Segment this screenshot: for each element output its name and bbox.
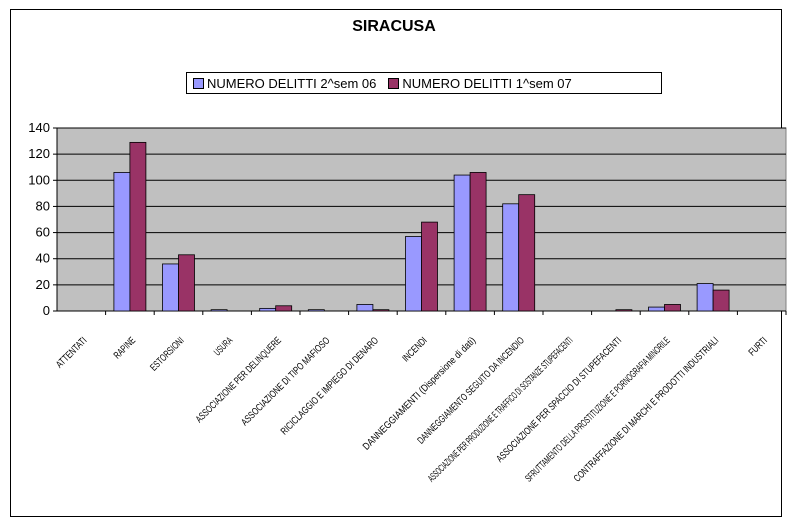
chart-title: SIRACUSA <box>352 18 436 35</box>
legend-swatch-series-1 <box>193 77 204 89</box>
bar-2 <box>712 289 730 312</box>
x-tick-label: INCENDI <box>401 335 430 364</box>
x-tick-label: ESTORSIONI <box>148 335 186 373</box>
y-tick-label: 20 <box>36 277 50 292</box>
bar-2 <box>664 304 681 312</box>
x-tick-label: RAPINE <box>112 335 138 361</box>
y-tick-label: 60 <box>36 225 50 240</box>
x-tick-label: RICICLAGGIO E IMPIEGO DI DENARO <box>279 335 381 437</box>
legend-swatch-series-2 <box>388 77 400 89</box>
x-tick-label: ASSOCIAZIONE PER DELINQUERE <box>194 335 284 425</box>
bar-2 <box>178 254 195 312</box>
bar-2 <box>421 221 438 312</box>
bar-2 <box>469 172 487 312</box>
bar-1 <box>113 172 131 312</box>
bar-1 <box>502 203 520 312</box>
y-tick-label: 40 <box>36 251 50 266</box>
x-tick-label: USURA <box>212 335 235 358</box>
bar-1 <box>453 174 471 312</box>
bar-1 <box>162 263 179 312</box>
y-tick-label: 100 <box>28 172 50 187</box>
bar-2 <box>372 309 390 312</box>
x-tick-label: ATTENTATI <box>54 335 89 370</box>
bar-2 <box>615 309 633 312</box>
legend-label-series-1: NUMERO DELITTI 2^sem 06 <box>207 75 377 91</box>
x-tick-label: FURTI <box>747 335 770 358</box>
y-tick-label: 0 <box>43 303 50 318</box>
bar-1 <box>210 309 228 312</box>
bar-1 <box>405 236 422 312</box>
y-tick-label: 80 <box>36 198 50 213</box>
y-tick-label: 140 <box>28 120 50 135</box>
bar-1 <box>356 304 374 312</box>
bar-2 <box>275 305 293 312</box>
x-tick-label: DANNEGGIAMENTO SEGUITO DA INCENDIO <box>416 335 527 446</box>
legend: NUMERO DELITTI 2^sem 06 NUMERO DELITTI 1… <box>186 72 662 94</box>
bar-1 <box>307 309 325 312</box>
legend-label-series-2: NUMERO DELITTI 1^sem 07 <box>402 75 572 91</box>
x-tick-label: ASSOCIAZIONE DI TIPO MAFIOSO <box>240 335 333 428</box>
legend-item-series-1: NUMERO DELITTI 2^sem 06 <box>193 76 376 91</box>
bar-2 <box>129 141 147 312</box>
bar-2 <box>518 194 536 312</box>
bar-1 <box>696 283 714 312</box>
bar-1 <box>259 307 277 312</box>
bar-1 <box>648 306 665 312</box>
legend-item-series-2: NUMERO DELITTI 1^sem 07 <box>388 75 572 91</box>
y-tick-label: 120 <box>28 146 50 161</box>
